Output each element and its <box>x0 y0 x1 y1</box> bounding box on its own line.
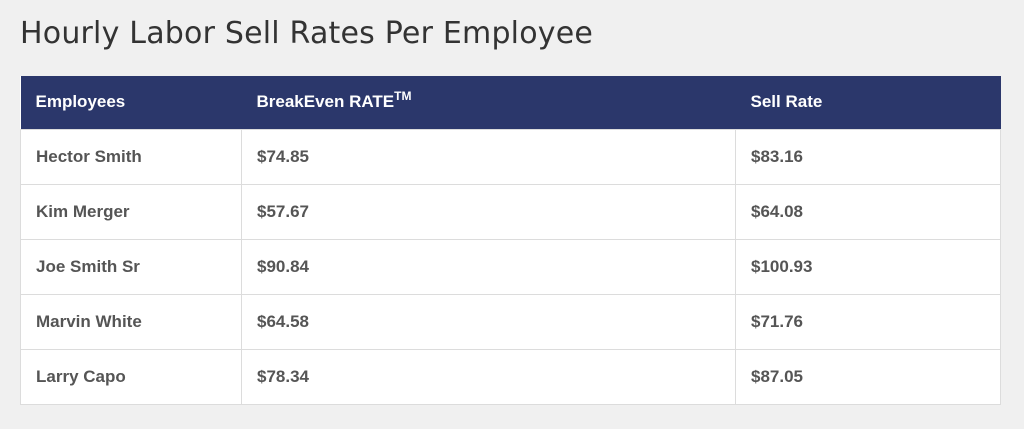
page-title: Hourly Labor Sell Rates Per Employee <box>20 16 594 51</box>
sell-rate-cell: $83.16 <box>735 128 1001 185</box>
table-row: Joe Smith Sr $90.84 $100.93 <box>20 238 1001 295</box>
trademark-mark: TM <box>394 88 412 103</box>
table-row: Larry Capo $78.34 $87.05 <box>20 348 1001 405</box>
employee-name-cell: Larry Capo <box>20 348 242 405</box>
employee-name-cell: Joe Smith Sr <box>20 238 242 295</box>
sell-rate-cell: $100.93 <box>735 238 1001 295</box>
sell-rate-cell: $87.05 <box>735 348 1001 405</box>
sell-rate-cell: $64.08 <box>735 183 1001 240</box>
header-breakeven-rate: BreakEven RATETM <box>241 76 736 129</box>
table-header: Employees BreakEven RATETM Sell Rate <box>20 76 1001 129</box>
header-sell-rate: Sell Rate <box>735 76 1001 129</box>
sell-rates-table: Employees BreakEven RATETM Sell Rate Hec… <box>20 76 1001 405</box>
header-employees-label: Employees <box>35 92 126 112</box>
table-body: Hector Smith $74.85 $83.16 Kim Merger $5… <box>20 128 1001 405</box>
breakeven-rate-cell: $57.67 <box>241 183 736 240</box>
employee-name-cell: Kim Merger <box>20 183 242 240</box>
breakeven-rate-cell: $78.34 <box>241 348 736 405</box>
table-row: Kim Merger $57.67 $64.08 <box>20 183 1001 240</box>
header-employees: Employees <box>20 76 242 129</box>
header-sell-rate-label: Sell Rate <box>750 92 823 112</box>
employee-name-cell: Marvin White <box>20 293 242 350</box>
employee-name-cell: Hector Smith <box>20 128 242 185</box>
sell-rate-cell: $71.76 <box>735 293 1001 350</box>
header-breakeven-label: BreakEven RATE <box>256 92 395 112</box>
breakeven-rate-cell: $74.85 <box>241 128 736 185</box>
breakeven-rate-cell: $90.84 <box>241 238 736 295</box>
table-row: Hector Smith $74.85 $83.16 <box>20 128 1001 185</box>
table-header-row: Employees BreakEven RATETM Sell Rate <box>20 76 1001 129</box>
breakeven-rate-cell: $64.58 <box>241 293 736 350</box>
table-row: Marvin White $64.58 $71.76 <box>20 293 1001 350</box>
